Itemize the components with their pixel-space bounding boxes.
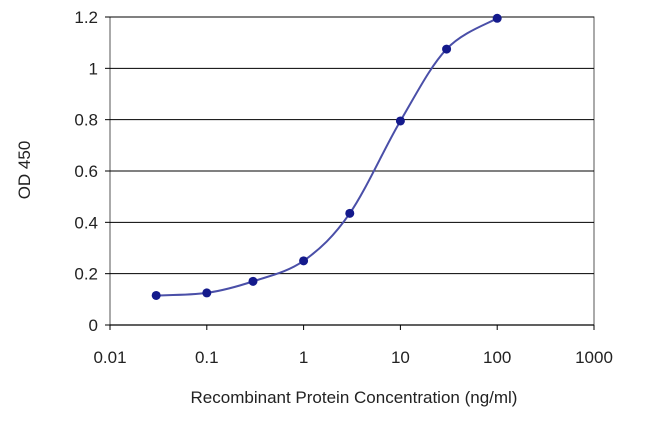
data-point: [202, 288, 212, 298]
x-tick-label: 1: [299, 348, 308, 367]
y-tick-label: 0.6: [74, 162, 98, 181]
x-tick-label: 0.01: [93, 348, 126, 367]
data-point: [299, 256, 309, 266]
grid-lines: [110, 16, 594, 275]
y-axis-title: OD 450: [15, 141, 34, 200]
y-tick-label: 0.4: [74, 213, 98, 232]
data-point: [248, 276, 258, 286]
y-tick-label: 1.2: [74, 8, 98, 27]
y-axis: 0 0.2 0.4 0.6 0.8 1 1.2: [74, 8, 110, 335]
x-tick-label: 1000: [575, 348, 613, 367]
series-line: [156, 17, 498, 297]
y-tick-label: 0: [89, 316, 98, 335]
data-point: [345, 208, 355, 218]
x-tick-label: 10: [391, 348, 410, 367]
data-points: [151, 13, 502, 300]
x-axis-title: Recombinant Protein Concentration (ng/ml…: [191, 388, 518, 407]
data-point: [442, 44, 452, 54]
data-point: [492, 13, 502, 23]
data-point: [151, 290, 161, 300]
y-tick-label: 1: [89, 59, 98, 78]
data-point: [395, 116, 405, 126]
x-tick-label: 100: [483, 348, 511, 367]
y-tick-label: 0.2: [74, 265, 98, 284]
x-tick-label: 0.1: [195, 348, 219, 367]
y-tick-label: 0.8: [74, 111, 98, 130]
x-axis: 0.01 0.1 1 10 100 1000: [93, 324, 613, 367]
